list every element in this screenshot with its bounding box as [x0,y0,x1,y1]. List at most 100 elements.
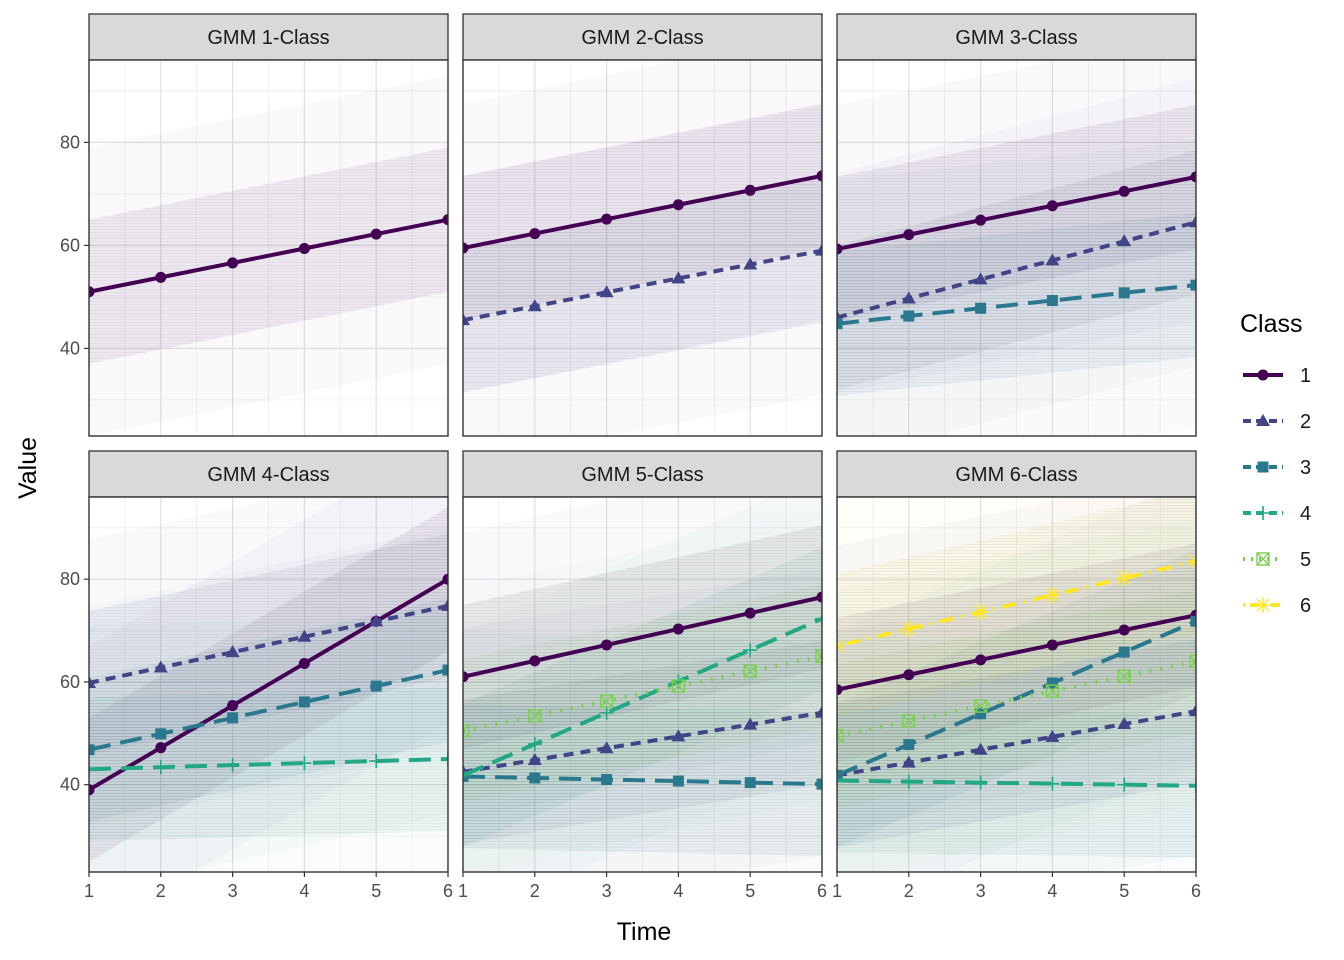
triangle-marker [527,299,542,312]
series-class-1 [89,214,448,298]
x-tick-label: 5 [371,881,381,901]
circle-marker [529,655,541,667]
circle-marker [975,214,987,226]
x-tick-label: 3 [976,881,986,901]
plot-area [463,497,822,872]
series-line [89,577,448,792]
triangle-marker [89,675,96,688]
square-x-marker [599,694,614,708]
series-class-2 [89,598,448,688]
y-tick-label: 40 [60,775,80,795]
plus-marker [297,756,312,771]
triangle-marker [1117,717,1132,730]
triangle-marker [297,629,312,642]
plus-marker [973,775,988,790]
panel: GMM 4-Class [88,450,449,873]
square-x-marker [671,679,686,693]
circle-marker [816,591,822,603]
triangle-marker [1189,704,1196,717]
asterisk-marker [1044,587,1061,604]
legend-entry-3: 3 [1243,457,1311,479]
square-marker [903,310,915,322]
square-marker [1257,461,1269,473]
plot-area [837,60,1196,436]
square-marker [463,770,469,782]
circle-marker [601,213,613,225]
square-marker [1046,295,1058,307]
panel-border [462,59,823,437]
triangle-marker [973,742,988,755]
circle-marker [975,654,987,666]
series-class-5 [463,649,822,738]
x-tick-label: 2 [904,881,914,901]
y-tick-label: 40 [60,338,80,358]
x-tick-label: 1 [84,881,94,901]
plus-marker [225,758,240,773]
series-line [837,613,1196,692]
square-marker [1118,646,1130,658]
circle-marker [227,257,239,269]
series-line [463,710,822,774]
panel: GMM 2-Class [462,13,823,437]
series-class-3 [837,279,1196,330]
square-marker [227,712,239,724]
plus-marker [153,760,168,775]
circle-marker [370,228,382,240]
plus-marker [441,751,448,766]
panel-title: GMM 2-Class [581,27,703,49]
panel: GMM 3-Class [836,13,1197,437]
series-line [463,774,822,787]
trajectory-band [837,497,1196,718]
plus-marker [1189,778,1196,793]
legend-title: Class [1240,310,1303,338]
x-tick-label: 6 [443,881,453,901]
panel-border [88,59,449,437]
square-x-marker [743,664,757,678]
x-tick-label: 3 [602,881,612,901]
square-marker [1118,287,1130,299]
square-marker [601,774,613,786]
circle-marker [672,199,684,211]
plus-marker [463,768,470,783]
panel-strip [462,13,823,61]
circle-marker [89,784,95,796]
circle-marker [227,700,239,712]
x-tick-label: 5 [1119,881,1129,901]
square-marker [89,744,95,756]
legend-label: 3 [1300,457,1311,479]
square-marker [155,728,167,740]
panel-title: GMM 5-Class [581,464,703,486]
panel-strip [462,450,823,498]
series-line [837,220,1196,320]
circle-marker [903,229,915,241]
circle-marker [1046,200,1058,212]
legend-label: 2 [1300,411,1311,433]
plus-marker [815,611,822,626]
legend-entry-1: 1 [1243,365,1311,387]
series-line [837,709,1196,778]
square-marker [1190,615,1196,627]
square-x-marker [1117,669,1131,683]
square-x-marker [1045,684,1060,698]
triangle-marker [441,598,448,611]
square-marker [672,775,684,787]
square-x-marker [815,649,822,663]
y-axis-title: Value [14,437,42,499]
circle-marker [155,271,167,283]
trajectory-band-texture [463,584,822,803]
y-tick-label: 80 [60,132,80,152]
panel-strip [88,450,449,498]
y-tick-label: 80 [60,569,80,589]
square-marker [837,318,843,330]
trajectory-band [463,584,822,803]
triangle-marker [1045,729,1060,742]
triangle-marker [743,257,758,270]
plot-area [463,60,822,436]
plus-marker [89,762,96,777]
triangle-marker [225,645,240,658]
circle-marker [298,243,310,255]
x-tick-label: 1 [458,881,468,901]
square-x-marker [973,699,988,713]
series-line [837,283,1196,326]
